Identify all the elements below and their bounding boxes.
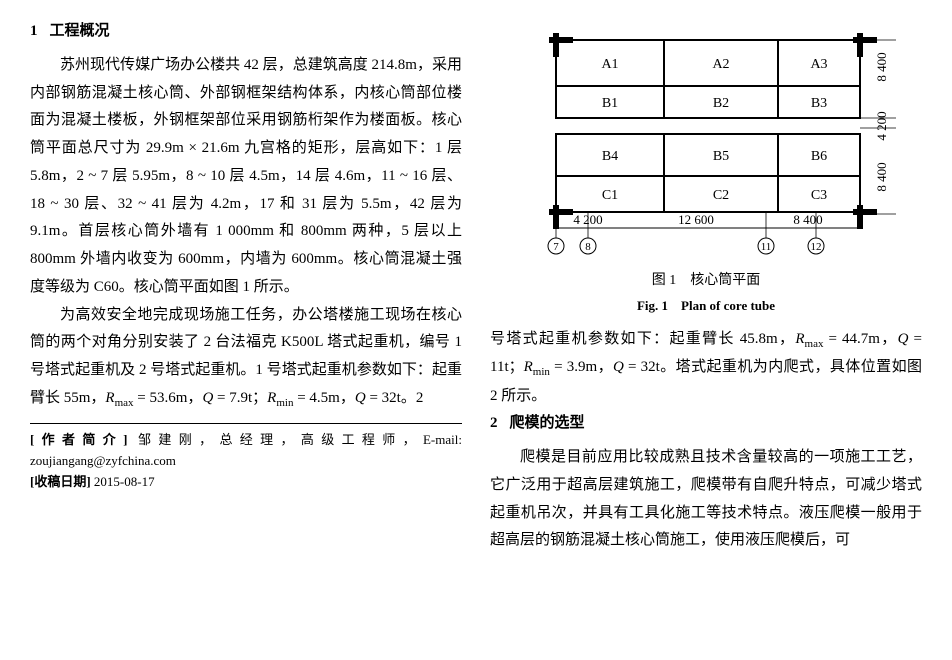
svg-text:A1: A1 (601, 57, 618, 72)
section-2-title: 爬模的选型 (510, 415, 585, 431)
svg-text:B2: B2 (713, 96, 729, 111)
svg-text:C3: C3 (811, 188, 827, 203)
svg-text:B4: B4 (602, 149, 618, 164)
section-1-title: 工程概况 (50, 23, 110, 39)
svg-text:A3: A3 (810, 57, 827, 72)
footnote-date: [收稿日期] 2015-08-17 (30, 472, 462, 493)
footnote-author: [作者简介] 邹建刚，总经理，高级工程师，E-mail: zoujiangang… (30, 430, 462, 472)
p2c-a: 号塔式起重机参数如下：起重臂长 45.8m， (490, 331, 795, 347)
paragraph-2: 为高效安全地完成现场施工任务，办公塔楼施工现场在核心筒的两个对角分别安装了 2 … (30, 302, 462, 414)
figure-1-caption-cn: 图 1 核心筒平面 (490, 268, 922, 294)
svg-text:8 400: 8 400 (874, 52, 889, 81)
p2-e: = 32t。2 (366, 390, 424, 406)
footnote-author-label: [作者简介] (30, 432, 127, 447)
svg-text:8 400: 8 400 (793, 212, 822, 227)
p2c-b: = 44.7m， (823, 331, 897, 347)
svg-text:C1: C1 (602, 188, 618, 203)
svg-text:12 600: 12 600 (678, 212, 714, 227)
left-column: 1 工程概况 苏州现代传媒广场办公楼共 42 层，总建筑高度 214.8m，采用内… (30, 18, 462, 555)
footnote-date-label: [收稿日期] (30, 474, 91, 489)
p2-b: = 53.6m， (134, 390, 203, 406)
section-2-heading: 2 爬模的选型 (490, 410, 922, 438)
paragraph-1: 苏州现代传媒广场办公楼共 42 层，总建筑高度 214.8m，采用内部钢筋混凝土… (30, 52, 462, 302)
section-1-heading: 1 工程概况 (30, 18, 462, 46)
svg-text:12: 12 (811, 241, 822, 253)
svg-text:C2: C2 (713, 188, 729, 203)
footnote-date-text: 2015-08-17 (91, 474, 155, 489)
p2c-d: = 3.9m， (550, 359, 613, 375)
svg-text:8: 8 (585, 241, 591, 253)
section-2-num: 2 (490, 415, 498, 431)
page-columns: 1 工程概况 苏州现代传媒广场办公楼共 42 层，总建筑高度 214.8m，采用内… (30, 18, 922, 555)
svg-text:7: 7 (553, 241, 559, 253)
svg-text:B3: B3 (811, 96, 827, 111)
svg-text:A2: A2 (712, 57, 729, 72)
p2-d: = 4.5m， (293, 390, 354, 406)
svg-text:B6: B6 (811, 149, 827, 164)
svg-text:4 200: 4 200 (874, 111, 889, 140)
paragraph-3: 爬模是目前应用比较成熟且技术含量较高的一项施工工艺，它广泛用于超高层建筑施工，爬… (490, 444, 922, 555)
paragraph-2-cont: 号塔式起重机参数如下：起重臂长 45.8m，Rmax = 44.7m，Q = 1… (490, 326, 922, 410)
svg-text:B1: B1 (602, 96, 618, 111)
right-column: A1A2A3B1B2B3B4B5B6C1C2C38 4004 2008 400P… (490, 18, 922, 555)
svg-text:B5: B5 (713, 149, 729, 164)
figure-1: A1A2A3B1B2B3B4B5B6C1C2C38 4004 2008 400P… (490, 22, 922, 318)
svg-text:11: 11 (761, 241, 772, 253)
core-tube-plan-svg: A1A2A3B1B2B3B4B5B6C1C2C38 4004 2008 400P… (516, 22, 896, 262)
p2-c: = 7.9t； (213, 390, 267, 406)
section-1-num: 1 (30, 23, 38, 39)
footnotes: [作者简介] 邹建刚，总经理，高级工程师，E-mail: zoujiangang… (30, 423, 462, 492)
svg-text:8 400: 8 400 (874, 162, 889, 191)
figure-1-caption-en: Fig. 1 Plan of core tube (490, 294, 922, 318)
